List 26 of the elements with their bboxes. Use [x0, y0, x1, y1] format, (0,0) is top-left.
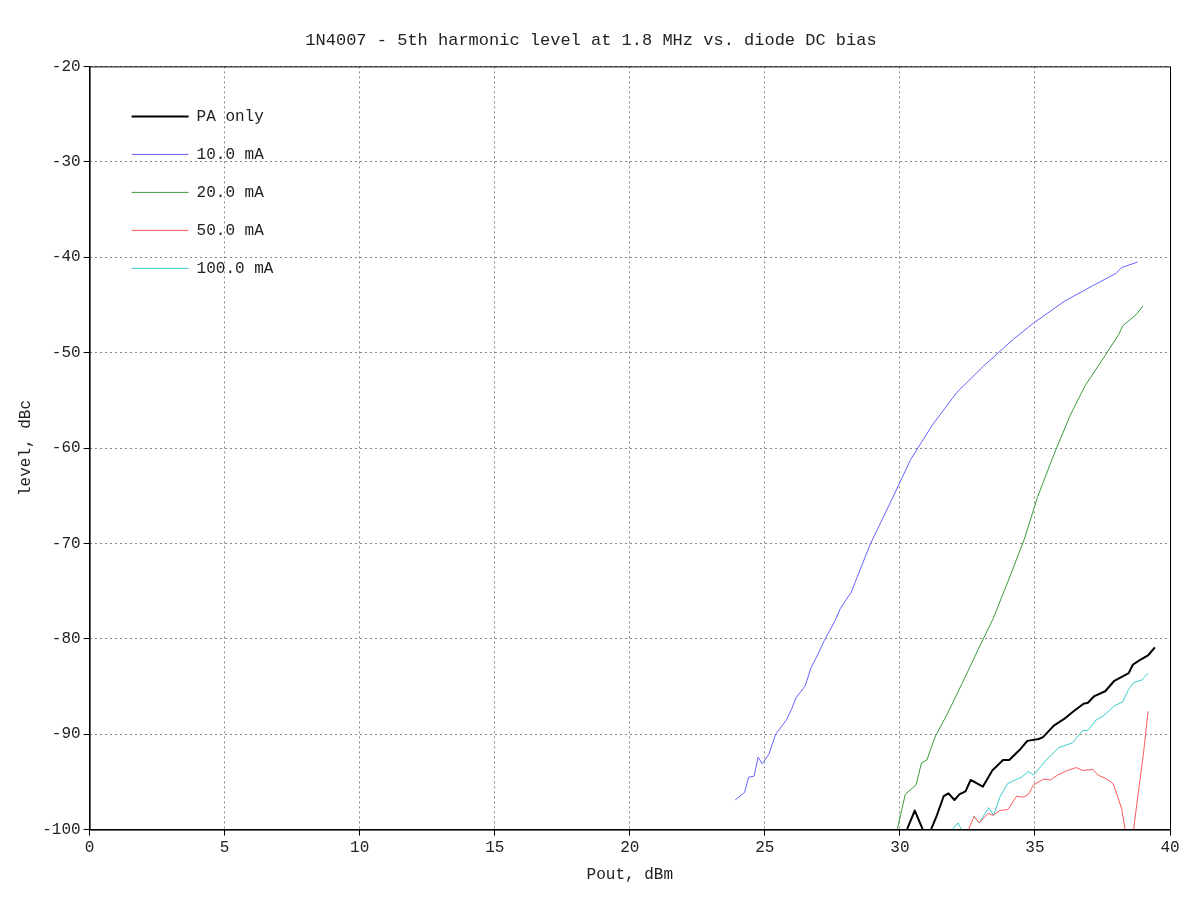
x-tick-label: 15 [485, 839, 505, 858]
y-tick-label: -90 [51, 725, 81, 744]
y-tick-label: -80 [51, 630, 81, 649]
y-tick-label: -70 [51, 534, 81, 553]
x-tick-label: 30 [890, 839, 910, 858]
x-tick-label: 35 [1025, 839, 1045, 858]
y-tick-label: -20 [51, 57, 81, 76]
x-tick-label: 25 [755, 839, 775, 858]
y-tick-label: -40 [51, 248, 81, 267]
chart-title: 1N4007 - 5th harmonic level at 1.8 MHz vs. diode DC bias [305, 30, 877, 50]
legend-label: 20.0 mA [196, 183, 265, 202]
legend-label: PA only [196, 107, 265, 126]
y-tick-label: -30 [51, 153, 81, 172]
x-tick-label: 40 [1160, 839, 1180, 858]
y-tick-label: -60 [51, 439, 81, 458]
legend-label: 50.0 mA [196, 221, 265, 240]
x-axis-title: Pout, dBm [586, 865, 674, 884]
legend-label: 100.0 mA [196, 259, 274, 278]
y-tick-label: -100 [42, 820, 81, 839]
legend-label: 10.0 mA [196, 145, 265, 164]
x-tick-label: 5 [219, 839, 230, 858]
y-axis-title: level, dBc [16, 399, 35, 497]
x-tick-label: 0 [84, 839, 95, 858]
x-tick-label: 20 [620, 839, 640, 858]
x-tick-label: 10 [350, 839, 370, 858]
y-tick-label: -50 [51, 343, 81, 362]
